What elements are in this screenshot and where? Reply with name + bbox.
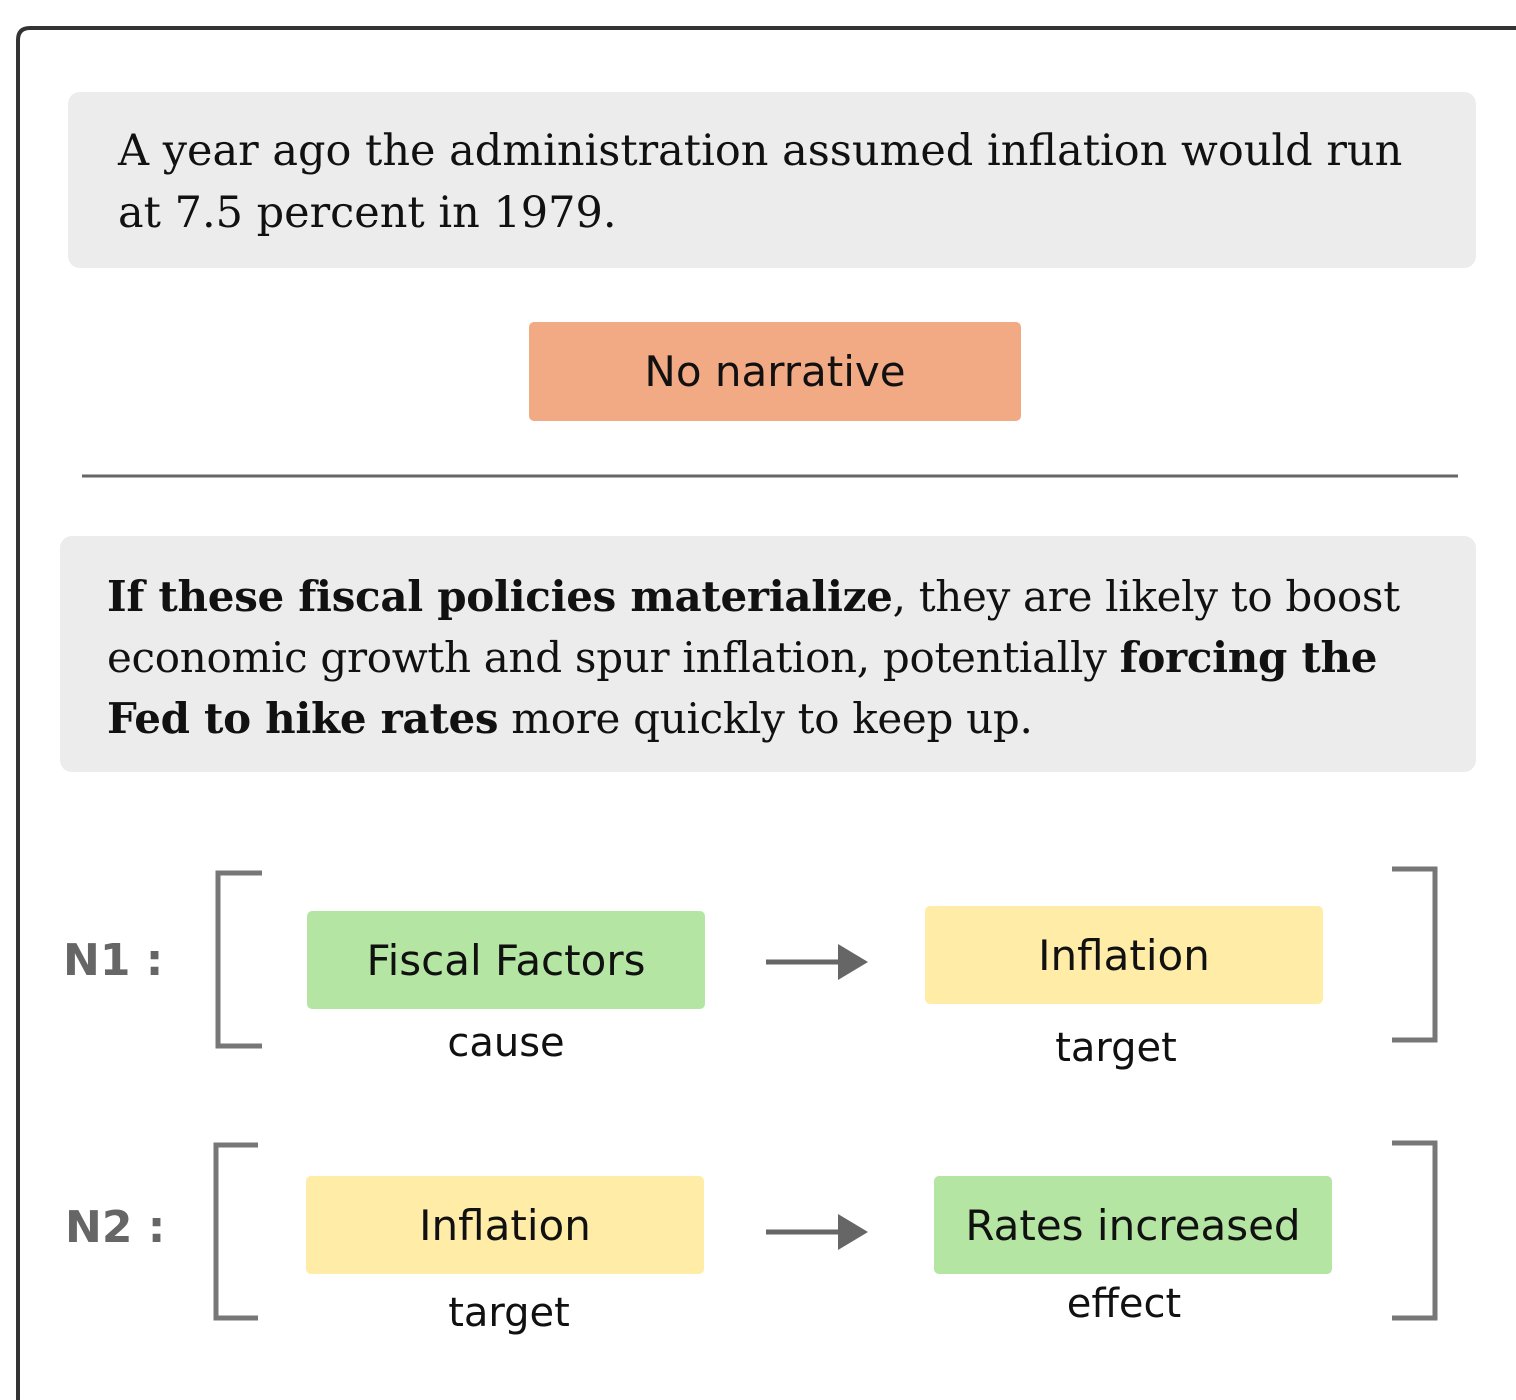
- node: Fiscal Factors: [307, 911, 705, 1009]
- narrative-name: N2 :: [65, 1202, 166, 1253]
- bracket-right: [1392, 866, 1438, 1043]
- label-badge: No narrative: [529, 322, 1021, 421]
- node: Inflation: [925, 906, 1323, 1004]
- bracket-left: [213, 1142, 258, 1321]
- node: Rates increased: [934, 1176, 1332, 1274]
- bracket-right: [1392, 1140, 1438, 1321]
- role-label: target: [1055, 1025, 1177, 1071]
- narrative-name: N1 :: [63, 935, 164, 986]
- role-label: effect: [1066, 1281, 1182, 1327]
- text-span: , they are likely to boost economic grow…: [107, 572, 1400, 682]
- arrows: [766, 944, 868, 1250]
- node: Inflation: [306, 1176, 704, 1274]
- brackets: [213, 866, 1438, 1321]
- frame: [16, 26, 1516, 1400]
- bracket-left: [215, 870, 262, 1049]
- sentence-1: A year ago the administration assumed in…: [68, 92, 1476, 268]
- bold-span: If these fiscal policies materialize: [107, 572, 893, 621]
- role-label: target: [448, 1290, 570, 1336]
- sentence-2: If these fiscal policies materialize, th…: [60, 536, 1476, 772]
- arrow-head: [838, 1214, 868, 1250]
- text-span: more quickly to keep up.: [498, 694, 1033, 743]
- arrow-head: [838, 944, 868, 980]
- role-label: cause: [447, 1020, 565, 1066]
- bold-span: forcing the Fed to hike rates: [107, 633, 1378, 743]
